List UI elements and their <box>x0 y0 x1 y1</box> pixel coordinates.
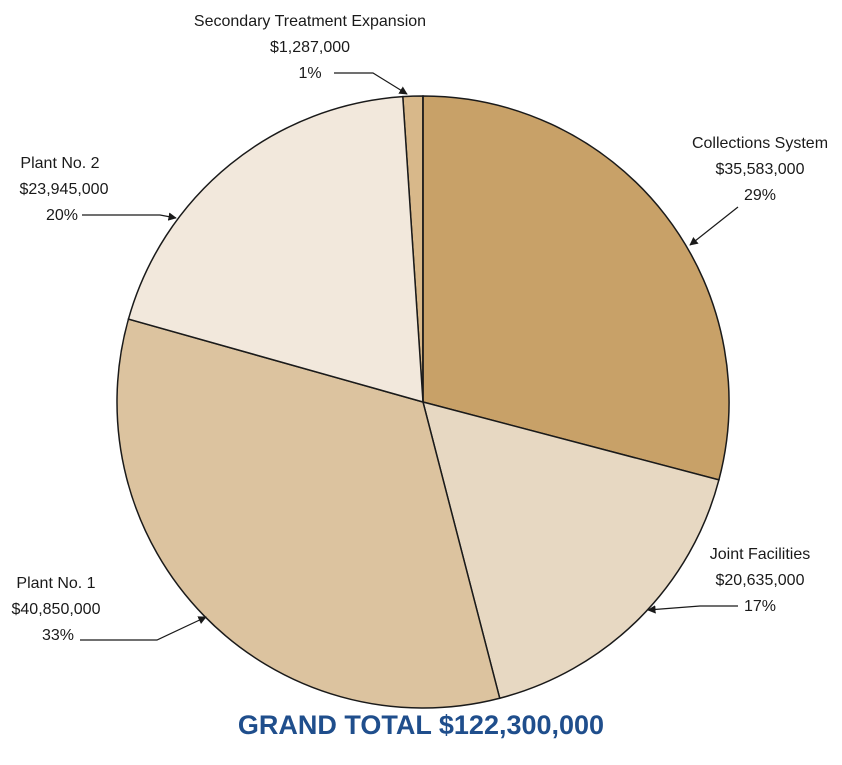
arrow-plant-1 <box>80 616 207 641</box>
grand-total: GRAND TOTAL $122,300,000 <box>238 710 604 740</box>
arrow-joint <box>647 605 738 614</box>
label-plant1-amount: $40,850,000 <box>12 601 101 618</box>
label-collections-percent: 29% <box>744 187 776 204</box>
label-plant-2: Plant No. 2 $23,945,000 20% <box>20 155 177 224</box>
slice-joint-facilities <box>421 400 720 700</box>
arrow-plant-2 <box>82 212 177 221</box>
label-plant1-percent: 33% <box>42 627 74 644</box>
label-secondary-percent: 1% <box>298 65 321 82</box>
arrow-collections <box>689 206 739 246</box>
label-secondary-name: Secondary Treatment Expansion <box>194 13 426 30</box>
label-collections-system: Collections System $35,583,000 29% <box>689 135 828 246</box>
label-collections-amount: $35,583,000 <box>716 161 805 178</box>
slice-plant-1 <box>116 318 501 709</box>
pie-slices <box>116 95 730 709</box>
label-collections-name: Collections System <box>692 135 828 152</box>
label-plant1-name: Plant No. 1 <box>16 575 95 592</box>
label-plant2-amount: $23,945,000 <box>20 181 109 198</box>
label-plant-1: Plant No. 1 $40,850,000 33% <box>12 575 207 644</box>
slice-plant-2 <box>127 95 424 404</box>
label-secondary-amount: $1,287,000 <box>270 39 350 56</box>
label-plant2-name: Plant No. 2 <box>20 155 99 172</box>
label-joint-name: Joint Facilities <box>710 546 810 563</box>
label-joint-amount: $20,635,000 <box>716 572 805 589</box>
arrow-secondary <box>334 72 408 95</box>
label-plant2-percent: 20% <box>46 207 78 224</box>
label-secondary-treatment: Secondary Treatment Expansion $1,287,000… <box>194 13 426 95</box>
label-joint-percent: 17% <box>744 598 776 615</box>
slice-collections-system <box>422 95 730 481</box>
label-joint-facilities: Joint Facilities $20,635,000 17% <box>647 546 810 615</box>
